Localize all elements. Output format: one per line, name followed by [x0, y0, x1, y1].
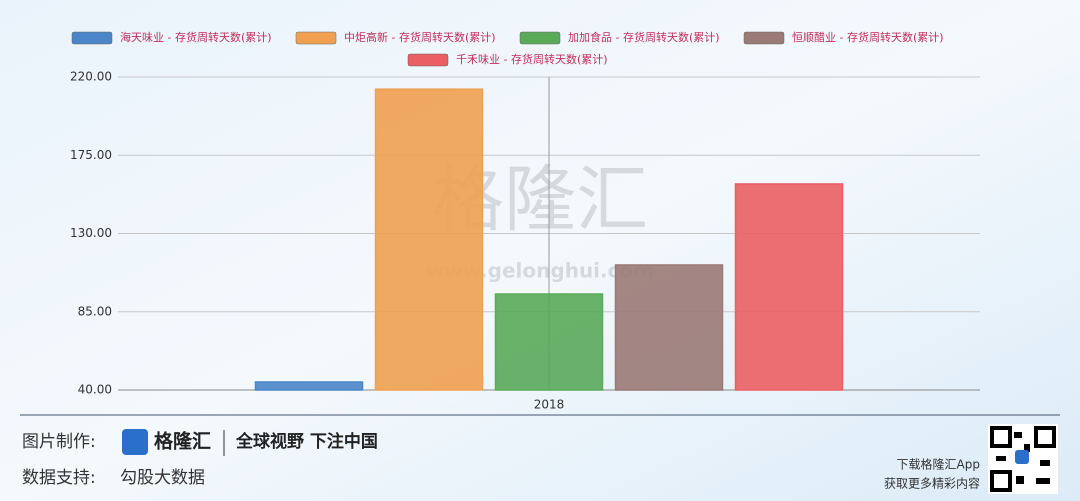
bar — [494, 293, 604, 391]
y-tick-label: 220.00 — [70, 70, 112, 84]
legend-label: 海天味业 - 存货周转天数(累计) — [120, 30, 272, 44]
qr-code — [988, 424, 1058, 494]
legend-label: 加加食品 - 存货周转天数(累计) — [568, 30, 720, 44]
y-tick-label: 85.00 — [78, 304, 112, 318]
legend-swatch — [407, 53, 449, 67]
legend-swatch — [71, 31, 113, 45]
footer-slogan: 全球视野 下注中国 — [235, 431, 378, 452]
footer-app-line2: 获取更多精彩内容 — [884, 476, 980, 491]
footer-data-source: 勾股大数据 — [120, 468, 205, 488]
y-tick-label: 175.00 — [70, 148, 112, 162]
y-tick-label: 130.00 — [70, 226, 112, 240]
legend-label: 中炬高新 - 存货周转天数(累计) — [344, 30, 496, 44]
bar — [614, 264, 724, 391]
bar — [254, 381, 364, 391]
legend-label: 千禾味业 - 存货周转天数(累计) — [456, 52, 608, 66]
footer-app-line1: 下载格隆汇App — [897, 457, 980, 472]
x-tick-label: 2018 — [534, 398, 565, 412]
logo-icon — [122, 429, 148, 455]
footer-brand: 格隆汇 — [154, 430, 211, 453]
bar — [734, 183, 844, 391]
footer-made-by: 图片制作: — [22, 432, 96, 452]
y-tick-label: 40.00 — [78, 383, 112, 397]
bar — [374, 88, 484, 391]
legend-label: 恒顺醋业 - 存货周转天数(累计) — [792, 30, 944, 44]
legend-swatch — [295, 31, 337, 45]
legend-swatch — [519, 31, 561, 45]
legend-swatch — [743, 31, 785, 45]
footer-data-label: 数据支持: — [22, 468, 96, 488]
